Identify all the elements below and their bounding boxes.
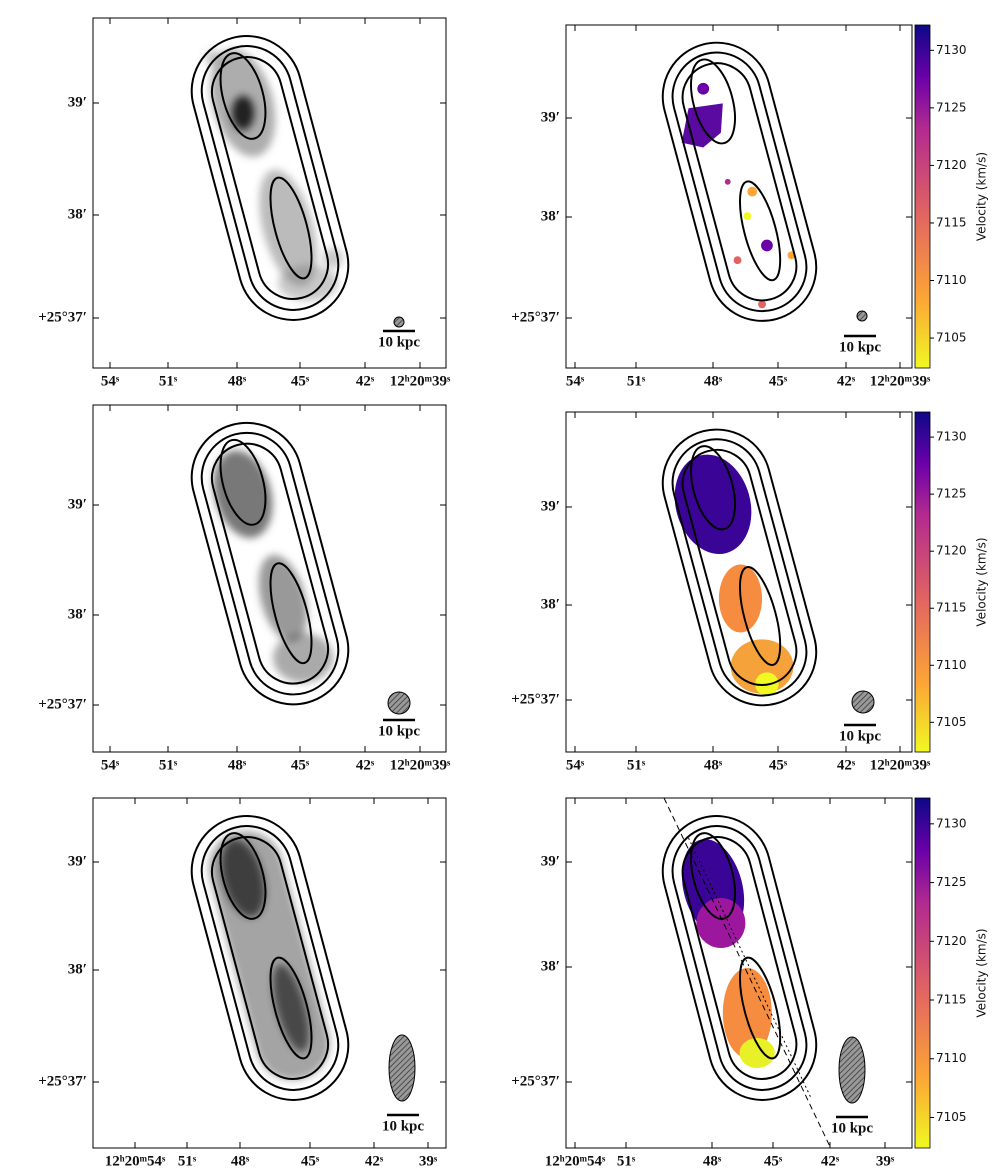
scale-bar-label: 10 kpc — [382, 1118, 424, 1134]
x-tick-label: 45ˢ — [291, 373, 310, 389]
panel: 10 kpc 12ʰ20ᵐ54ˢ 51ˢ 48ˢ 45ˢ 42ˢ 39ˢ 39′ 38′ +25°… — [38, 797, 447, 1169]
colorbar-tick-label: 7125 — [936, 875, 967, 889]
y-tick-label: 39′ — [68, 853, 87, 869]
y-tick-label: 39′ — [68, 496, 87, 512]
x-tick-label: 42ˢ — [356, 373, 375, 389]
panel: 10 kpc 54ˢ 51ˢ 48ˢ 45ˢ 42ˢ 12ʰ20ᵐ39ˢ 39′ 38′ +25°… — [511, 24, 989, 389]
panel-frame — [565, 24, 913, 369]
colorbar — [914, 797, 931, 1149]
x-tick-label: 12ʰ20ᵐ39ˢ — [870, 373, 931, 389]
colorbar — [914, 24, 931, 369]
x-tick-label: 48ˢ — [231, 1153, 250, 1169]
x-tick-label: 51ˢ — [627, 373, 646, 389]
scale-bar-label: 10 kpc — [839, 728, 881, 744]
beam — [851, 690, 875, 714]
y-tick-label: 39′ — [541, 498, 560, 514]
scale-bar-label: 10 kpc — [831, 1120, 873, 1136]
beam — [838, 1036, 866, 1104]
y-tick-label: +25°37′ — [38, 696, 87, 712]
colorbar-tick-label: 7120 — [936, 934, 967, 948]
x-tick-label: 48ˢ — [704, 757, 723, 773]
scale-bar-label: 10 kpc — [378, 334, 420, 350]
x-tick-label: 12ʰ20ᵐ39ˢ — [390, 757, 451, 773]
y-tick-label: 38′ — [541, 208, 560, 224]
x-tick-label: 12ʰ20ᵐ39ˢ — [870, 757, 931, 773]
colorbar-tick-label: 7125 — [936, 100, 967, 114]
x-tick-label: 48ˢ — [704, 373, 723, 389]
x-tick-label: 39ˢ — [876, 1153, 895, 1169]
colorbar-tick-label: 7110 — [936, 273, 967, 287]
y-tick-label: 38′ — [68, 606, 87, 622]
beam — [856, 310, 868, 322]
y-tick-label: 38′ — [541, 596, 560, 612]
x-tick-label: 51ˢ — [178, 1153, 197, 1169]
x-tick-label: 51ˢ — [617, 1153, 636, 1169]
colorbar-tick-label: 7130 — [936, 430, 967, 444]
x-tick-label: 48ˢ — [228, 373, 247, 389]
x-tick-label: 45ˢ — [769, 373, 788, 389]
x-tick-label: 42ˢ — [821, 1153, 840, 1169]
scale-bar-label: 10 kpc — [378, 723, 420, 739]
colorbar-tick-label: 7130 — [936, 43, 967, 57]
x-tick-label: 51ˢ — [627, 757, 646, 773]
x-tick-label: 12ʰ20ᵐ54ˢ — [545, 1153, 606, 1169]
x-tick-label: 42ˢ — [837, 373, 856, 389]
panel: 10 kpc 54ˢ 51ˢ 48ˢ 45ˢ 42ˢ 12ʰ20ᵐ39ˢ 39′ 38′ +25°… — [38, 17, 451, 389]
x-tick-label: 45ˢ — [764, 1153, 783, 1169]
y-tick-label: +25°37′ — [38, 1073, 87, 1089]
x-tick-label: 42ˢ — [837, 757, 856, 773]
y-tick-label: 39′ — [541, 109, 560, 125]
x-tick-label: 45ˢ — [291, 757, 310, 773]
x-tick-label: 48ˢ — [703, 1153, 722, 1169]
panel: 10 kpc 54ˢ 51ˢ 48ˢ 45ˢ 42ˢ 12ʰ20ᵐ39ˢ 39′ 38′ +25°… — [38, 404, 451, 773]
x-tick-label: 54ˢ — [101, 757, 120, 773]
colorbar-tick-label: 7110 — [936, 1051, 967, 1065]
panel: 10 kpc 54ˢ 51ˢ 48ˢ 45ˢ 42ˢ 12ʰ20ᵐ39ˢ 39′ 38′ +25°… — [511, 411, 989, 773]
x-tick-label: 39ˢ — [419, 1153, 438, 1169]
colorbar-label: Velocity (km/s) — [975, 537, 989, 626]
colorbar-tick-label: 7130 — [936, 816, 967, 830]
y-tick-label: +25°37′ — [511, 1073, 560, 1089]
x-tick-label: 45ˢ — [301, 1153, 320, 1169]
x-tick-label: 48ˢ — [228, 757, 247, 773]
x-tick-label: 54ˢ — [101, 373, 120, 389]
y-tick-label: 38′ — [541, 958, 560, 974]
beam — [388, 1034, 416, 1102]
colorbar-tick-label: 7120 — [936, 158, 967, 172]
y-tick-label: 39′ — [541, 853, 560, 869]
colorbar-tick-label: 7115 — [936, 993, 967, 1007]
colorbar-tick-label: 7110 — [936, 658, 967, 672]
colorbar-tick-label: 7120 — [936, 544, 967, 558]
colorbar-tick-label: 7105 — [936, 715, 967, 729]
colorbar-label: Velocity (km/s) — [975, 152, 989, 241]
y-tick-label: +25°37′ — [38, 309, 87, 325]
x-tick-label: 42ˢ — [356, 757, 375, 773]
colorbar-tick-label: 7105 — [936, 1110, 967, 1124]
colorbar — [914, 411, 931, 753]
x-tick-label: 12ʰ20ᵐ39ˢ — [390, 373, 451, 389]
colorbar-tick-label: 7115 — [936, 215, 967, 229]
x-tick-label: 51ˢ — [159, 757, 178, 773]
panel: 10 kpc 12ʰ20ᵐ54ˢ 51ˢ 48ˢ 45ˢ 42ˢ 39ˢ 39′ 38′ +25°… — [511, 797, 989, 1169]
beam — [393, 316, 405, 328]
x-tick-label: 51ˢ — [159, 373, 178, 389]
x-tick-label: 42ˢ — [365, 1153, 384, 1169]
scale-bar-label: 10 kpc — [839, 339, 881, 355]
y-tick-label: 38′ — [68, 961, 87, 977]
x-tick-label: 45ˢ — [769, 757, 788, 773]
colorbar-tick-label: 7115 — [936, 601, 967, 615]
y-tick-label: +25°37′ — [511, 309, 560, 325]
y-tick-label: 39′ — [68, 94, 87, 110]
colorbar-tick-label: 7105 — [936, 331, 967, 345]
x-tick-label: 54ˢ — [566, 757, 585, 773]
beam — [387, 691, 411, 715]
x-tick-label: 54ˢ — [566, 373, 585, 389]
y-tick-label: +25°37′ — [511, 691, 560, 707]
colorbar-tick-label: 7125 — [936, 487, 967, 501]
colorbar-label: Velocity (km/s) — [975, 928, 989, 1017]
y-tick-label: 38′ — [68, 206, 87, 222]
x-tick-label: 12ʰ20ᵐ54ˢ — [105, 1153, 166, 1169]
